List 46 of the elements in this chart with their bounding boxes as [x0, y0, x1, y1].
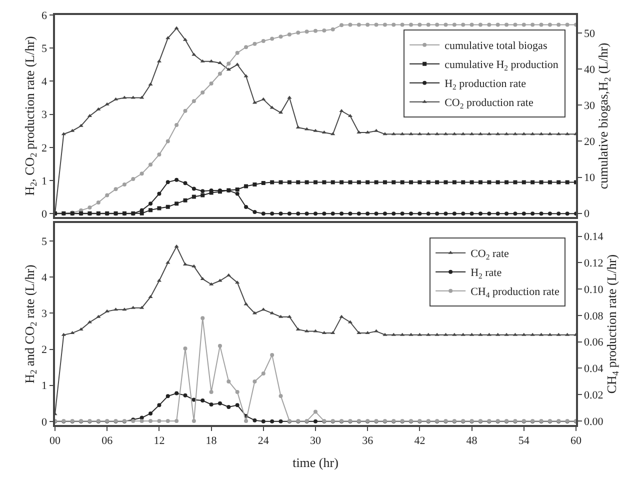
x-axis-title: time (hr)	[292, 455, 338, 470]
y-tick-label: 5	[42, 236, 48, 248]
x-tick-label: 24	[258, 434, 270, 447]
x-tick-label: 18	[206, 434, 218, 447]
y2-tick-label: 40	[584, 64, 596, 76]
y2-tick-label: 0.12	[584, 258, 604, 270]
y-tick-label: 4	[42, 76, 48, 88]
y2-tick-label: 10	[584, 172, 596, 184]
x-tick-label: 06	[102, 434, 114, 447]
y-tick-label: 6	[42, 10, 48, 22]
y2-tick-label: 0.06	[584, 336, 604, 349]
y-tick-label: 5	[42, 42, 48, 55]
x-tick-label: 54	[518, 434, 530, 447]
legend-label: H$_{2}$ production rate	[444, 78, 526, 92]
x-tick-label: 42	[414, 434, 426, 447]
y-tick-label: 3	[42, 308, 48, 320]
x-tick-label: 48	[466, 434, 478, 447]
x-tick-label: 36	[362, 434, 374, 447]
x-tick-label: 30	[310, 434, 322, 447]
legend-label: cumulative H$_{2}$ production	[444, 59, 559, 72]
x-tick-label: 00	[50, 434, 61, 447]
y2-tick-label: 0.00	[584, 416, 604, 428]
legend-label: cumulative total biogas	[444, 40, 548, 52]
y2-tick-label: 0.08	[584, 310, 604, 322]
legend-label: CH$_{4}$ production rate	[470, 286, 560, 300]
legend-label: H$_{2}$ rate	[470, 267, 502, 281]
y2-tick-label: 0	[584, 208, 590, 220]
y-tick-label: 1	[42, 175, 48, 188]
y-tick-label: 1	[42, 380, 48, 392]
y2-tick-label: 20	[584, 136, 596, 148]
legend-label: CO$_{2}$ production rate	[444, 97, 534, 110]
y-tick-label: 4	[42, 272, 48, 284]
x-tick-label: 60	[570, 434, 582, 447]
y-tick-label: 2	[42, 142, 48, 154]
y2-tick-label: 30	[584, 100, 596, 112]
y2-tick-label: 0.04	[584, 363, 604, 376]
y-tick-label: 0	[42, 208, 48, 220]
x-tick-label: 12	[154, 434, 165, 447]
y-tick-label: 3	[42, 109, 48, 122]
y-tick-label: 2	[42, 344, 48, 356]
y2-tick-label: 50	[584, 28, 596, 40]
y-tick-label: 0	[42, 416, 48, 428]
y2-tick-label: 0.10	[584, 284, 604, 296]
legend-label: CO$_{2}$ rate	[470, 248, 510, 262]
y2-tick-label: 0.02	[584, 389, 604, 402]
y2-tick-label: 0.14	[584, 231, 604, 244]
